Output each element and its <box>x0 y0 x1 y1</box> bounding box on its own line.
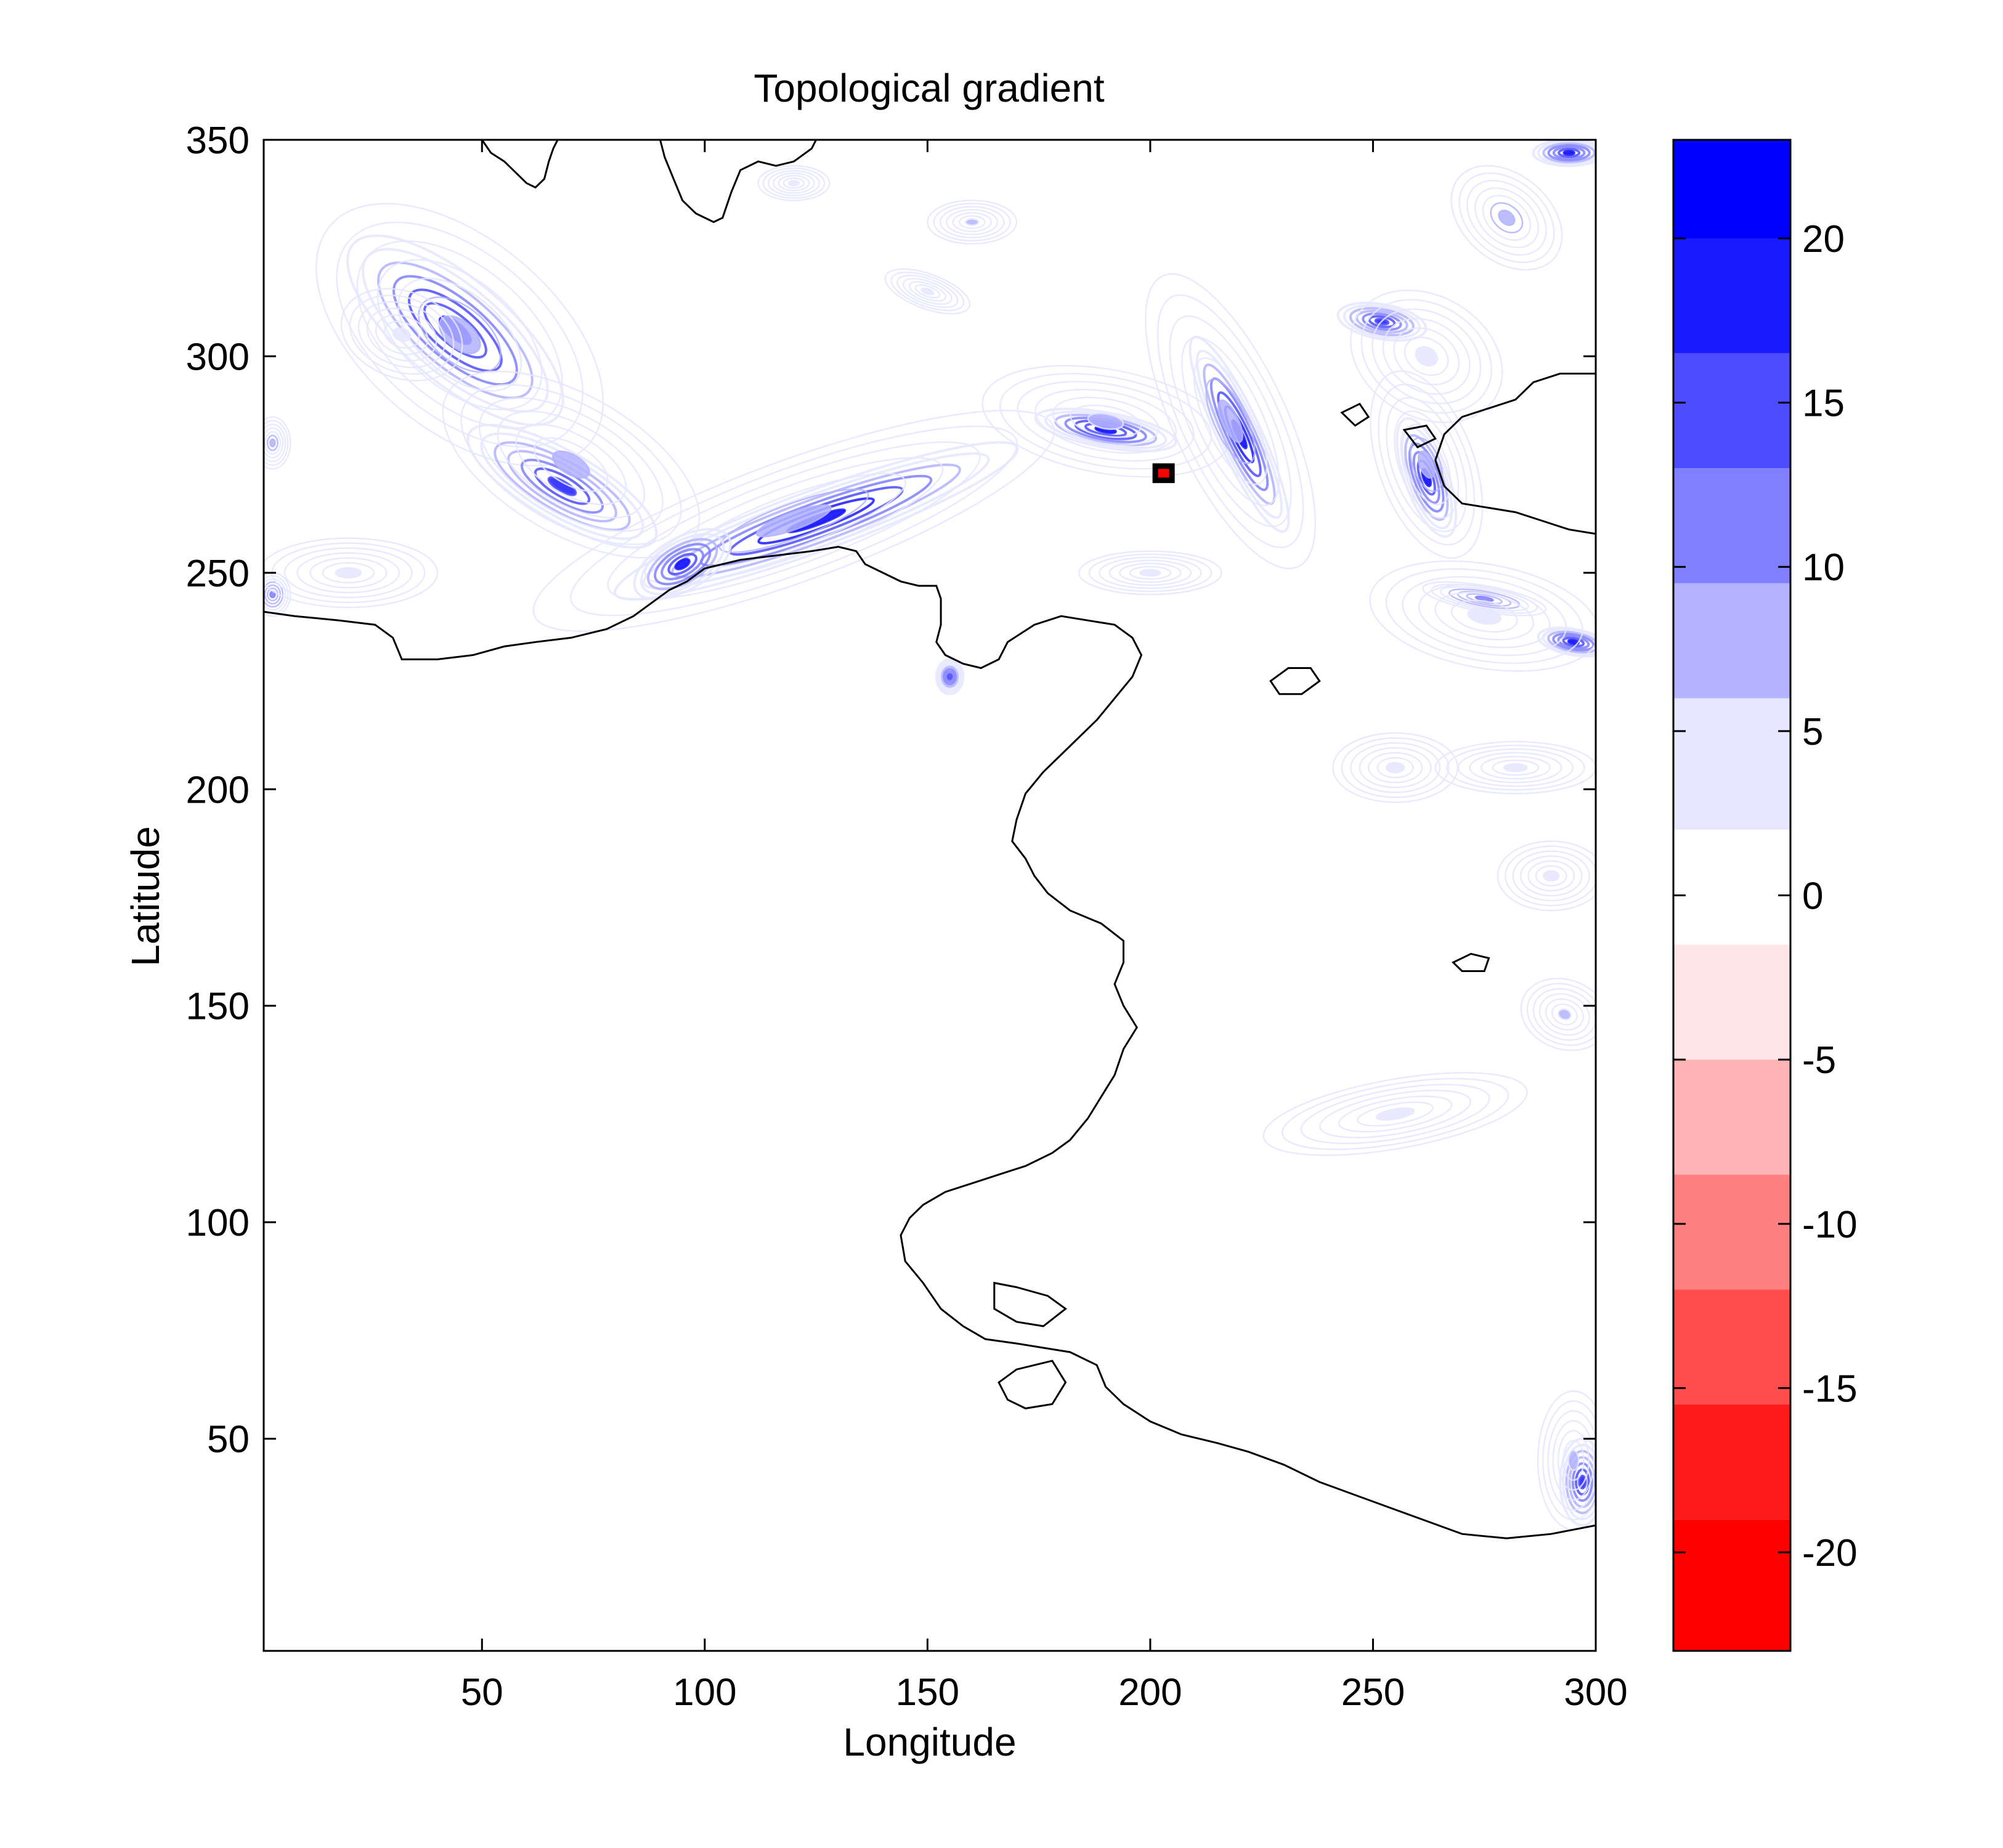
contour-blob <box>1434 740 1596 795</box>
contour-blob <box>1370 370 1484 559</box>
contour-blob <box>315 203 604 467</box>
colorbar-tick-label: -20 <box>1802 1532 1858 1574</box>
x-tick-label: 100 <box>673 1671 736 1714</box>
colorbar-segment <box>1673 1404 1790 1520</box>
y-axis-label: Latitude <box>123 826 168 967</box>
x-tick-label: 300 <box>1564 1671 1627 1714</box>
island-outline <box>1340 402 1370 427</box>
colorbar-tick-label: -5 <box>1802 1039 1836 1082</box>
contour-blob <box>884 268 971 315</box>
contour-blob <box>1349 289 1503 423</box>
chart-title: Topological gradient <box>754 66 1105 110</box>
colorbar-segment <box>1673 1519 1790 1651</box>
colorbar-segment <box>1673 1060 1790 1175</box>
y-axis-ticks: 50 100 150 200 250 300 350 <box>186 120 1596 1461</box>
y-tick-label: 100 <box>186 1202 250 1244</box>
contour-blob <box>264 416 291 470</box>
x-tick-label: 200 <box>1118 1671 1182 1714</box>
plot-frame <box>262 139 1597 1652</box>
colorbar-tick-label: -15 <box>1802 1368 1858 1410</box>
x-axis-label: Longitude <box>843 1720 1016 1764</box>
x-tick-label: 150 <box>896 1671 959 1714</box>
marker-core <box>1158 469 1169 478</box>
contour-blob <box>340 288 463 382</box>
x-tick-label: 50 <box>461 1671 503 1714</box>
contour-blob <box>1078 550 1222 596</box>
island-outline <box>997 1360 1067 1409</box>
colorbar-segment <box>1673 1174 1790 1290</box>
colorbar-tick-label: 0 <box>1802 875 1823 918</box>
coastline-east <box>1434 373 1596 535</box>
y-tick-label: 200 <box>186 769 250 811</box>
coastline-main <box>264 546 1596 1539</box>
source-marker <box>1152 463 1175 484</box>
colorbar-segment <box>1673 944 1790 1060</box>
contour-blob <box>1520 978 1596 1052</box>
contour-blob <box>1332 732 1459 803</box>
island-outline <box>1269 667 1321 695</box>
contour-blob <box>1369 560 1596 672</box>
island-outline <box>993 1281 1067 1327</box>
colorbar-tick-label: -10 <box>1802 1204 1858 1246</box>
colorbar-segment <box>1673 238 1790 354</box>
colorbar-segment <box>1673 140 1790 238</box>
colorbar-tick-label: 10 <box>1802 546 1845 589</box>
x-tick-label: 250 <box>1341 1671 1405 1714</box>
coastline-north <box>481 140 559 189</box>
coastline-layer <box>264 140 1596 1539</box>
contour-blob <box>981 365 1230 478</box>
colorbar-segment <box>1673 698 1790 830</box>
contour-blob <box>633 528 732 601</box>
contour-blob <box>1262 1072 1528 1156</box>
colorbar-segment <box>1673 468 1790 583</box>
contour-blob <box>935 658 965 695</box>
y-tick-label: 50 <box>207 1419 250 1461</box>
y-tick-label: 300 <box>186 336 250 378</box>
colorbar-tick-label: 20 <box>1802 218 1845 261</box>
colorbar-segment <box>1673 1289 1790 1405</box>
y-tick-label: 350 <box>186 120 250 162</box>
colorbar-tick-label: 5 <box>1802 711 1823 753</box>
contour-blob <box>1450 164 1563 271</box>
contour-blob <box>1497 840 1596 912</box>
contour-blob <box>1532 140 1596 168</box>
contour-field <box>264 140 1596 1531</box>
colorbar-segment <box>1673 829 1790 945</box>
island-outline <box>1402 424 1437 448</box>
island-outline <box>1452 952 1490 972</box>
y-tick-label: 150 <box>186 986 250 1028</box>
contour-blob <box>927 200 1018 245</box>
y-tick-label: 250 <box>186 553 250 595</box>
colorbar-segment <box>1673 353 1790 469</box>
contour-blob <box>1145 273 1317 570</box>
contour-blob <box>757 164 831 201</box>
colorbar-tick-label: 15 <box>1802 383 1845 425</box>
colorbar-segment <box>1673 583 1790 699</box>
colorbar: -20 -15 -10 -5 0 5 10 15 20 <box>1672 139 1858 1652</box>
coastline-north-2 <box>659 140 817 224</box>
x-axis-ticks: 50 100 150 200 250 300 <box>461 140 1628 1714</box>
